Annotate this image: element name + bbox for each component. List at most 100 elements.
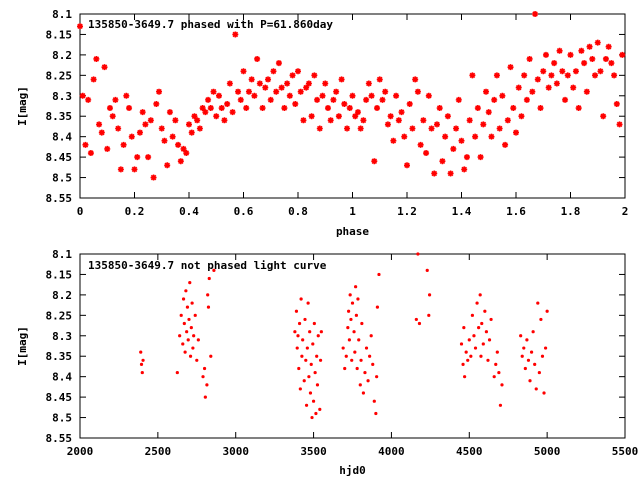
y-tick-labels-phased: 8.1 8.15 8.2 8.25 8.3 8.35 8.4 8.45 8.5 8.55: [46, 8, 73, 205]
data-point: [467, 338, 471, 342]
data-point: [206, 293, 210, 297]
data-point: [112, 96, 119, 103]
data-point: [87, 150, 94, 157]
data-point: [398, 109, 405, 116]
data-point: [586, 43, 593, 50]
data-point: [553, 80, 560, 87]
data-point: [145, 154, 152, 161]
y-tick-label: 8.15: [46, 28, 73, 41]
data-point: [578, 47, 585, 54]
data-point: [602, 55, 609, 62]
data-point: [589, 55, 596, 62]
data-point: [520, 354, 524, 358]
data-point: [210, 88, 217, 95]
data-point: [412, 76, 419, 83]
data-point: [519, 334, 523, 338]
data-point: [466, 117, 473, 124]
data-point: [376, 76, 383, 83]
y-tick-label: 8.3: [52, 330, 72, 343]
data-point: [542, 51, 549, 58]
data-point: [600, 113, 607, 120]
data-point: [158, 125, 165, 132]
data-point: [428, 125, 435, 132]
data-point: [488, 133, 495, 140]
data-point: [540, 68, 547, 75]
data-point: [175, 141, 182, 148]
data-point: [77, 23, 83, 30]
data-point: [484, 330, 489, 334]
data-point: [556, 47, 563, 54]
data-point: [295, 346, 299, 350]
x-tick-label: 0.6: [234, 205, 254, 218]
data-point: [354, 109, 361, 116]
data-point: [427, 313, 431, 317]
data-point: [485, 109, 492, 116]
data-point: [453, 125, 460, 132]
data-point: [343, 366, 347, 371]
data-point: [350, 358, 354, 362]
data-point: [240, 68, 247, 75]
data-point: [371, 158, 378, 165]
data-point: [473, 346, 478, 350]
data-point: [379, 96, 386, 103]
data-point: [375, 305, 380, 309]
data-point: [613, 100, 620, 107]
x-tick-label: 0: [77, 205, 84, 218]
data-point: [518, 113, 525, 120]
y-tick-label: 8.15: [46, 268, 73, 281]
data-point: [270, 68, 277, 75]
data-point: [611, 72, 618, 79]
data-point: [572, 68, 579, 75]
data-point: [363, 370, 367, 375]
data-point: [265, 76, 272, 83]
data-point: [564, 72, 571, 79]
data-point: [461, 362, 465, 366]
data-point: [406, 100, 413, 107]
data-point: [605, 43, 612, 50]
data-point: [120, 141, 127, 148]
x-tick-label: 2000: [67, 445, 94, 458]
data-point: [474, 105, 481, 112]
data-point: [248, 76, 255, 83]
y-axis-title-unphased: I[mag]: [16, 326, 29, 366]
data-point: [472, 133, 479, 140]
y-tick-label: 8.55: [46, 432, 73, 445]
data-point: [498, 403, 503, 407]
data-point: [366, 379, 370, 383]
x-tick-label: 1.6: [506, 205, 526, 218]
data-point: [347, 309, 351, 313]
data-point: [308, 391, 313, 395]
y-axis-title-phased: I[mag]: [16, 86, 29, 126]
tick-marks-unphased: [79, 253, 626, 439]
data-point: [502, 141, 509, 148]
data-point: [352, 113, 359, 120]
data-point: [354, 313, 358, 317]
y-tick-label: 8.45: [46, 151, 73, 164]
data-point: [314, 96, 321, 103]
data-point: [360, 321, 364, 326]
data-point: [534, 387, 538, 391]
data-point: [224, 100, 231, 107]
data-point: [495, 350, 499, 354]
data-point: [357, 338, 361, 342]
data-point: [480, 121, 487, 128]
data-point: [147, 117, 154, 124]
data-point: [450, 145, 457, 152]
data-point: [316, 125, 323, 132]
data-point: [314, 411, 318, 416]
data-point: [278, 84, 285, 91]
data-point: [134, 154, 141, 161]
data-point: [254, 55, 261, 62]
data-point: [533, 362, 537, 366]
data-point: [275, 60, 282, 67]
data-point: [458, 137, 465, 144]
data-point: [79, 92, 86, 99]
data-point: [311, 72, 318, 79]
data-point: [583, 88, 590, 95]
data-point: [235, 88, 242, 95]
data-point: [521, 72, 528, 79]
data-point: [395, 117, 402, 124]
data-point: [177, 158, 184, 165]
data-point: [387, 113, 394, 120]
data-point: [299, 297, 303, 301]
